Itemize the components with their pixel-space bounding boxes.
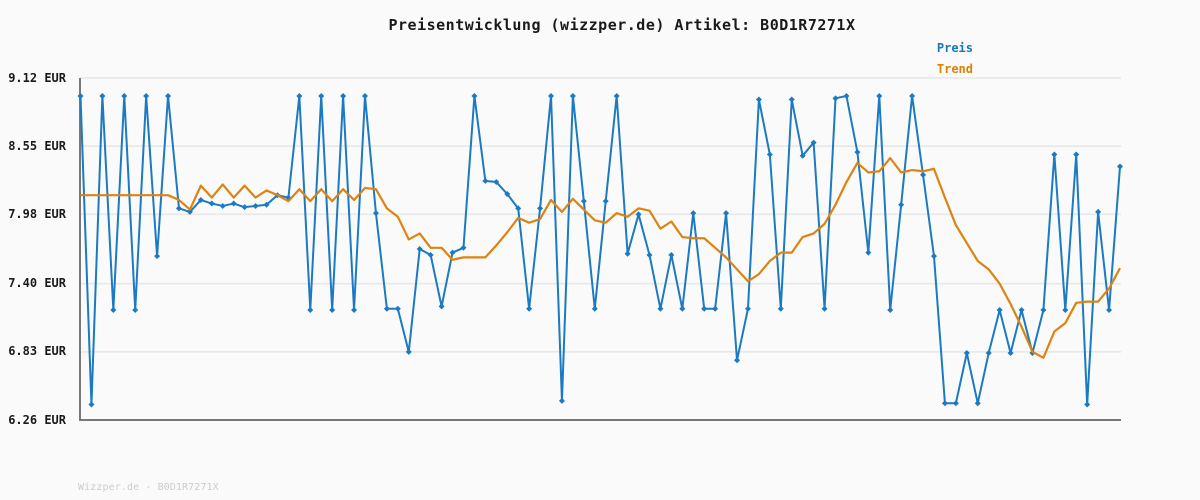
chart-title: Preisentwicklung (wizzper.de) Artikel: B… [388, 16, 856, 34]
y-tick-label: 7.98 EUR [8, 206, 66, 221]
y-tick-label: 9.12 EUR [8, 70, 66, 85]
y-tick-label: 6.83 EUR [8, 344, 66, 359]
y-tick-label: 6.26 EUR [8, 412, 66, 427]
legend-item-preis: Preis [936, 41, 973, 55]
watermark-text: Wizzper.de - B0D1R7271X [78, 482, 219, 493]
y-tick-label: 8.55 EUR [8, 138, 66, 153]
y-axis: 9.12 EUR 8.55 EUR 7.98 EUR 7.40 EUR 6.83… [0, 0, 66, 500]
chart-legend: Preis Trend [937, 38, 973, 80]
y-tick-label: 7.40 EUR [8, 276, 66, 291]
legend-item-trend: Trend [936, 62, 973, 76]
